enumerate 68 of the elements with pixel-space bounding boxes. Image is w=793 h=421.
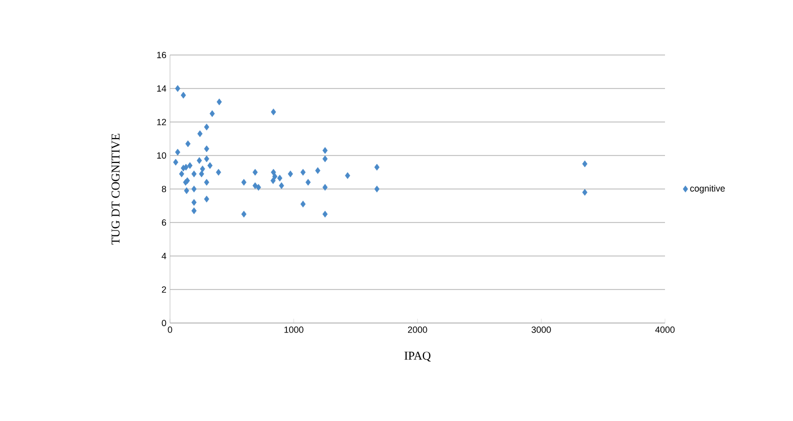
y-tick-label: 4 — [162, 252, 166, 260]
point — [278, 182, 284, 190]
x-tick-label: 0 — [168, 326, 172, 333]
point — [322, 184, 328, 191]
point — [198, 170, 204, 178]
point — [191, 199, 197, 206]
y-axis-title: TUG DT COGNITIVE — [112, 134, 120, 245]
point — [204, 155, 210, 162]
y-tick-label: 2 — [162, 286, 166, 293]
point — [241, 178, 246, 186]
point — [256, 184, 262, 191]
point — [270, 108, 276, 116]
x-tick-label: 3000 — [532, 326, 551, 333]
point — [272, 173, 278, 180]
y-tick-label: 6 — [162, 219, 166, 226]
point — [216, 168, 222, 176]
point — [344, 172, 350, 179]
x-tick-label: 4000 — [655, 326, 675, 333]
point — [200, 166, 206, 172]
point — [183, 164, 189, 171]
point — [191, 207, 197, 214]
legend-label: cognitive — [690, 185, 725, 194]
point — [270, 177, 276, 184]
x-tick-label: 1000 — [284, 326, 304, 333]
x-tick-label: 2000 — [408, 326, 428, 333]
point — [207, 162, 213, 169]
point — [374, 186, 380, 192]
point — [582, 160, 588, 168]
point — [191, 170, 197, 178]
point — [204, 178, 210, 186]
point — [204, 196, 210, 202]
point — [374, 164, 380, 171]
point — [173, 158, 178, 166]
point — [191, 186, 197, 192]
y-tick-label: 16 — [157, 52, 166, 58]
point — [315, 167, 320, 174]
point — [300, 200, 306, 208]
point — [196, 157, 202, 164]
point — [204, 145, 210, 152]
point — [582, 188, 588, 196]
y-tick-label: 0 — [162, 320, 166, 326]
point — [175, 148, 180, 156]
point — [322, 147, 328, 154]
point — [252, 168, 258, 176]
point — [216, 98, 222, 106]
point — [187, 162, 193, 169]
y-tick-label: 12 — [157, 118, 166, 126]
point — [204, 124, 210, 130]
point — [277, 174, 282, 182]
point — [197, 130, 203, 138]
point — [180, 92, 186, 99]
point — [322, 210, 328, 218]
y-tick-label: 8 — [162, 186, 166, 192]
x-axis-title: IPAQ — [404, 352, 431, 362]
point — [288, 170, 293, 178]
point — [185, 140, 191, 148]
point — [270, 168, 276, 176]
y-tick-label: 10 — [157, 152, 166, 159]
point — [241, 210, 246, 218]
point — [210, 110, 215, 118]
point — [300, 168, 306, 176]
point — [252, 182, 258, 190]
point — [184, 187, 190, 194]
y-tick-label: 14 — [157, 85, 166, 92]
point — [179, 170, 184, 178]
point — [175, 85, 180, 92]
point — [306, 178, 311, 186]
point — [322, 155, 328, 162]
